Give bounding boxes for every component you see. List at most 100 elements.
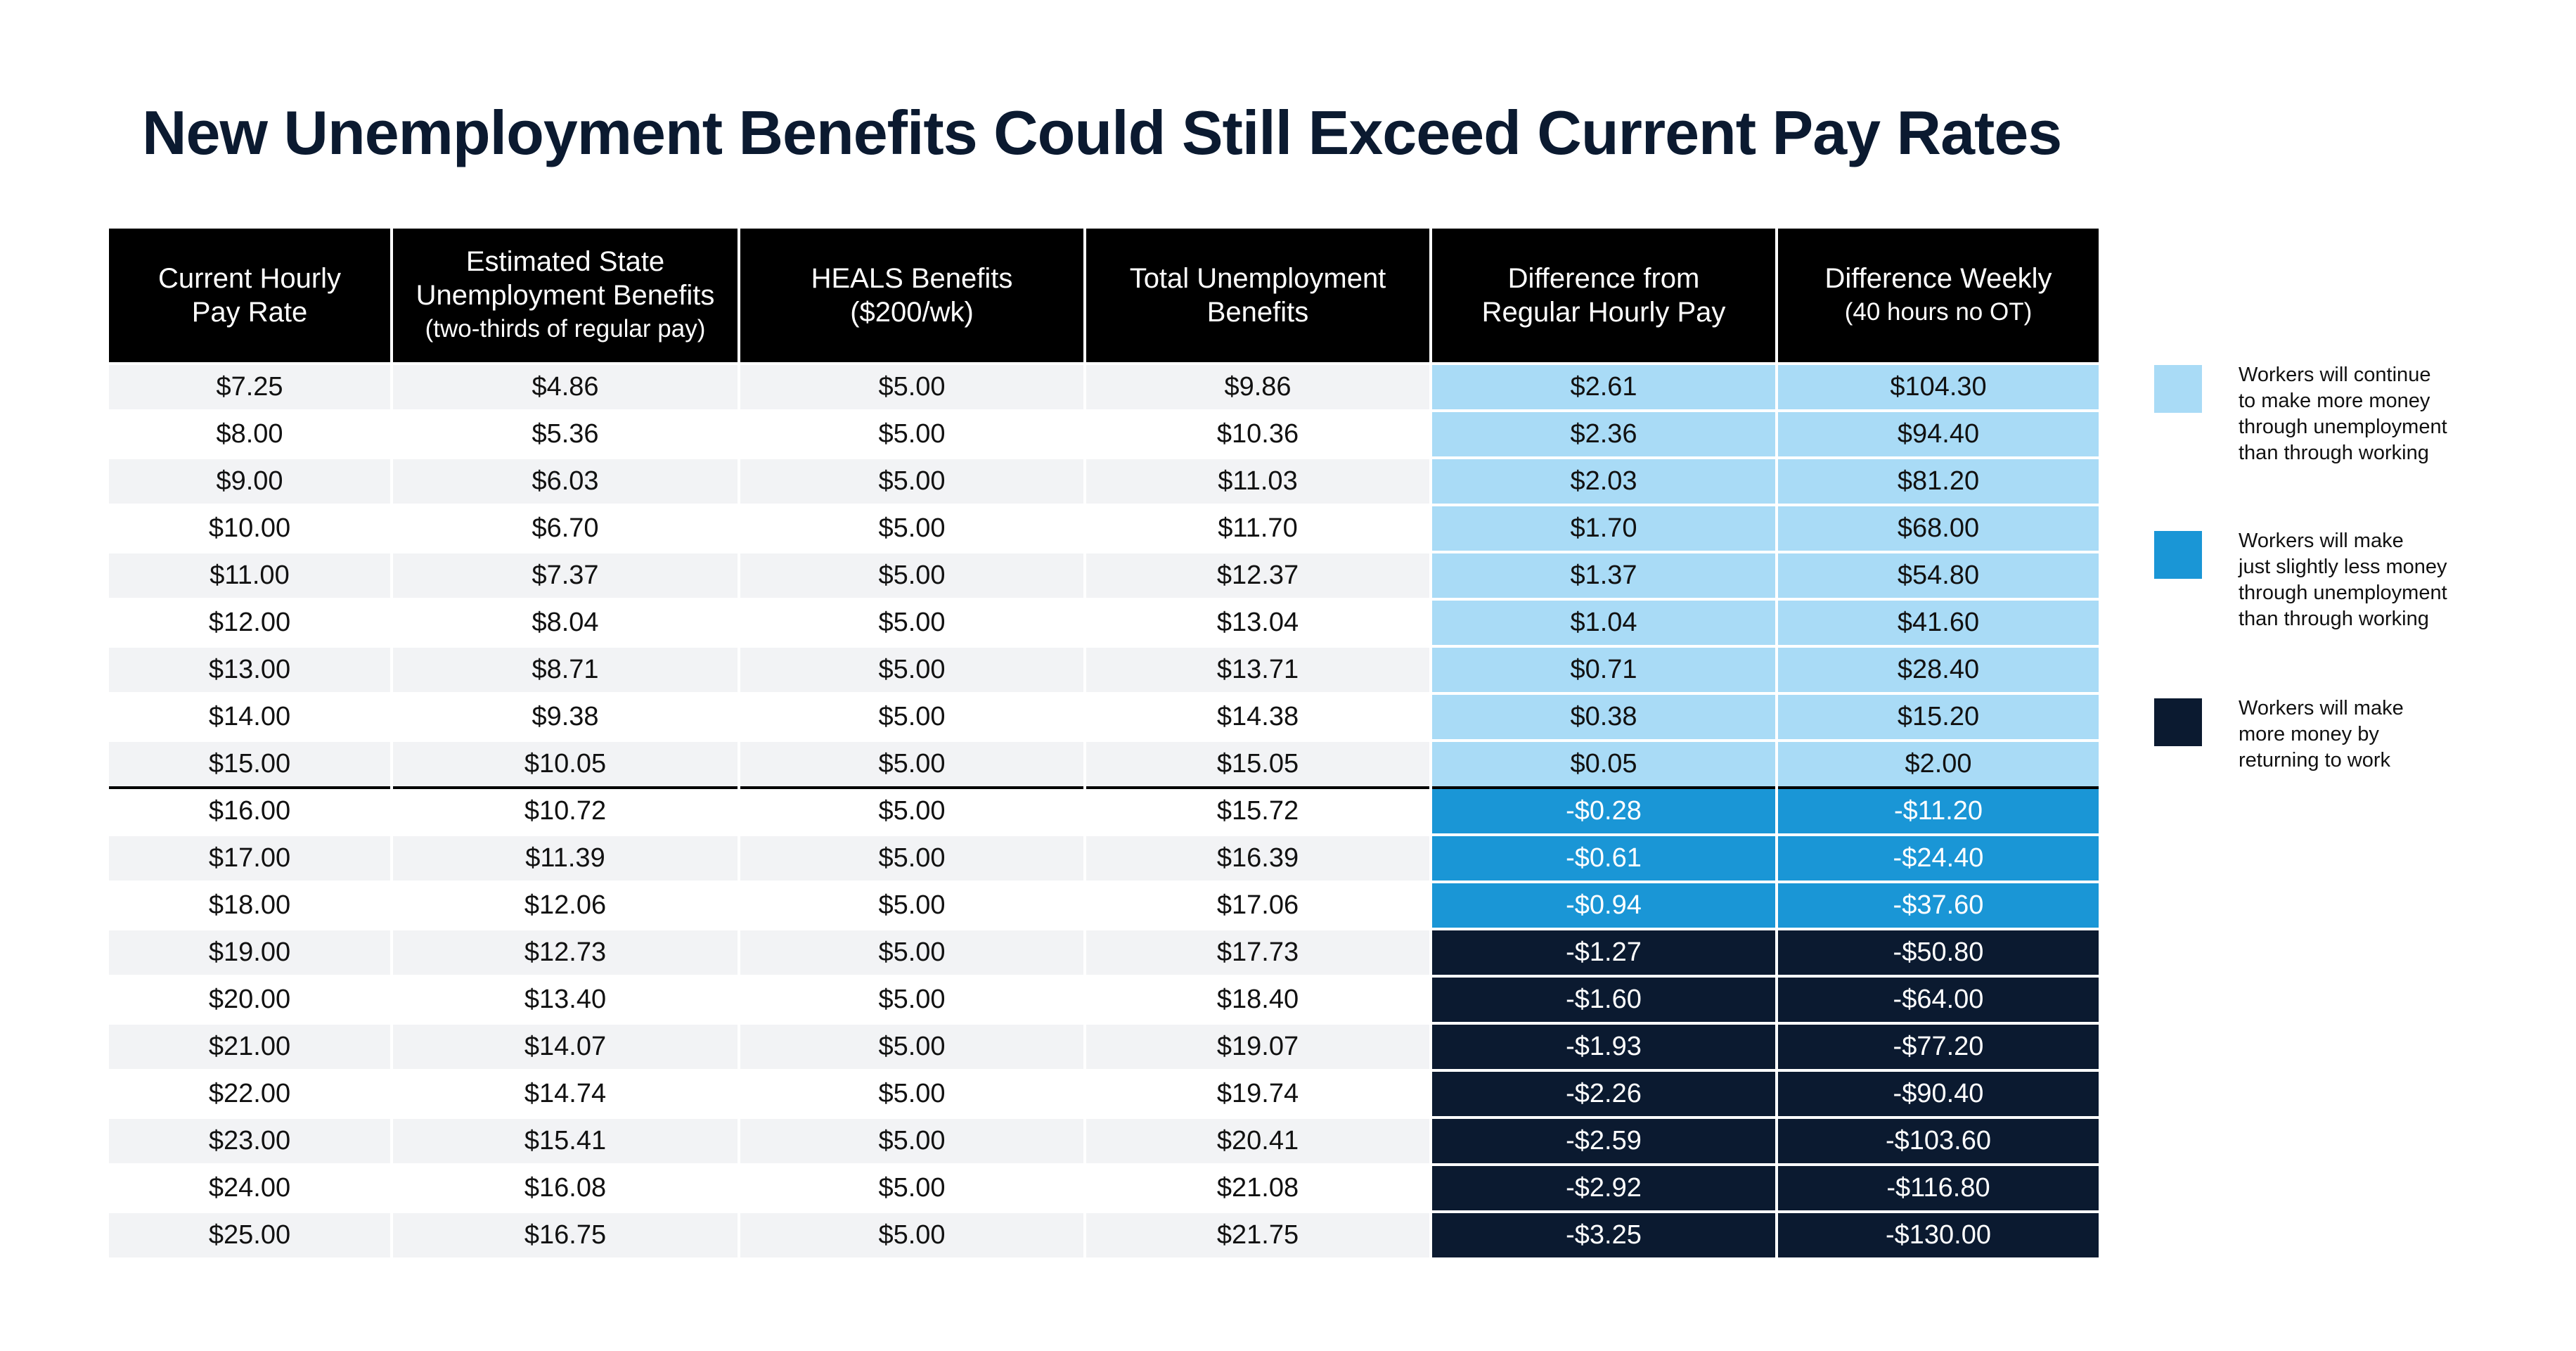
chart-title: New Unemployment Benefits Could Still Ex… xyxy=(142,98,2062,167)
state-benefit-cell: $14.74 xyxy=(390,1069,739,1118)
total-benefit-cell: $11.70 xyxy=(1083,504,1431,552)
hourly-difference-cell: $1.37 xyxy=(1429,551,1777,599)
total-benefit-cell: $21.08 xyxy=(1083,1163,1431,1212)
total-benefit-cell: $15.05 xyxy=(1083,739,1431,788)
state-benefit-cell: $7.37 xyxy=(390,551,739,599)
legend-label: Workers will continue to make more money… xyxy=(2239,364,2447,464)
hourly-difference-cell: -$3.25 xyxy=(1429,1210,1777,1257)
weekly-difference-cell: $28.40 xyxy=(1775,645,2099,693)
total-benefit-cell: $17.73 xyxy=(1083,928,1431,976)
column-header-label: HEALS Benefits ($200/wk) xyxy=(811,263,1013,328)
table-row: $24.00 $16.08 $5.00 $21.08 -$2.92 -$116.80 xyxy=(109,1163,2099,1212)
total-benefit-cell: $19.07 xyxy=(1083,1022,1431,1070)
table-row: $17.00 $11.39 $5.00 $16.39 -$0.61 -$24.40 xyxy=(109,833,2099,882)
table-row: $14.00 $9.38 $5.00 $14.38 $0.38 $15.20 xyxy=(109,692,2099,741)
state-benefit-cell: $13.40 xyxy=(390,975,739,1023)
hourly-difference-cell: -$1.93 xyxy=(1429,1022,1777,1070)
column-header-label: Estimated State Unemployment Benefits xyxy=(416,246,715,311)
hourly-difference-cell: -$1.60 xyxy=(1429,975,1777,1023)
pay-rate-cell: $17.00 xyxy=(109,833,392,882)
hourly-difference-cell: $1.04 xyxy=(1429,598,1777,646)
column-header: Estimated State Unemployment Benefits (tw… xyxy=(390,229,739,364)
hourly-difference-cell: $1.70 xyxy=(1429,504,1777,552)
legend-swatch xyxy=(2154,365,2202,413)
heals-benefit-cell: $5.00 xyxy=(738,504,1085,552)
state-benefit-cell: $10.05 xyxy=(390,739,739,788)
weekly-difference-cell: -$37.60 xyxy=(1775,881,2099,929)
column-header: Total Unemployment Benefits xyxy=(1083,229,1431,364)
hourly-difference-cell: -$0.61 xyxy=(1429,833,1777,882)
pay-rate-cell: $8.00 xyxy=(109,409,392,458)
benefits-table: Current Hourly Pay Rate Estimated State U… xyxy=(109,229,2099,1257)
hourly-difference-cell: $2.03 xyxy=(1429,456,1777,505)
pay-rate-cell: $10.00 xyxy=(109,504,392,552)
total-benefit-cell: $13.71 xyxy=(1083,645,1431,693)
column-header: HEALS Benefits ($200/wk) xyxy=(738,229,1085,364)
weekly-difference-cell: -$11.20 xyxy=(1775,786,2099,835)
total-benefit-cell: $13.04 xyxy=(1083,598,1431,646)
state-benefit-cell: $15.41 xyxy=(390,1116,739,1165)
header-row: Current Hourly Pay Rate Estimated State U… xyxy=(109,229,2099,364)
state-benefit-cell: $6.70 xyxy=(390,504,739,552)
hourly-difference-cell: -$1.27 xyxy=(1429,928,1777,976)
state-benefit-cell: $6.03 xyxy=(390,456,739,505)
pay-rate-cell: $11.00 xyxy=(109,551,392,599)
legend-label: Workers will make just slightly less mon… xyxy=(2239,530,2447,630)
weekly-difference-cell: -$50.80 xyxy=(1775,928,2099,976)
state-benefit-cell: $9.38 xyxy=(390,692,739,741)
column-header: Current Hourly Pay Rate xyxy=(109,229,392,364)
total-benefit-cell: $10.36 xyxy=(1083,409,1431,458)
table-row: $20.00 $13.40 $5.00 $18.40 -$1.60 -$64.00 xyxy=(109,975,2099,1023)
state-benefit-cell: $12.73 xyxy=(390,928,739,976)
total-benefit-cell: $9.86 xyxy=(1083,362,1431,411)
heals-benefit-cell: $5.00 xyxy=(738,456,1085,505)
weekly-difference-cell: $41.60 xyxy=(1775,598,2099,646)
heals-benefit-cell: $5.00 xyxy=(738,551,1085,599)
weekly-difference-cell: -$103.60 xyxy=(1775,1116,2099,1165)
weekly-difference-cell: $94.40 xyxy=(1775,409,2099,458)
pay-rate-cell: $15.00 xyxy=(109,739,392,788)
pay-rate-cell: $24.00 xyxy=(109,1163,392,1212)
weekly-difference-cell: $81.20 xyxy=(1775,456,2099,505)
heals-benefit-cell: $5.00 xyxy=(738,928,1085,976)
state-benefit-cell: $8.04 xyxy=(390,598,739,646)
column-header-subtitle: (40 hours no OT) xyxy=(1844,298,2033,326)
table-row: $25.00 $16.75 $5.00 $21.75 -$3.25 -$130.00 xyxy=(109,1210,2099,1257)
pay-rate-cell: $19.00 xyxy=(109,928,392,976)
table-header: Current Hourly Pay Rate Estimated State U… xyxy=(109,229,2099,364)
legend-swatch xyxy=(2154,531,2202,579)
state-benefit-cell: $10.72 xyxy=(390,786,739,835)
state-benefit-cell: $8.71 xyxy=(390,645,739,693)
total-benefit-cell: $18.40 xyxy=(1083,975,1431,1023)
pay-rate-cell: $18.00 xyxy=(109,881,392,929)
state-benefit-cell: $12.06 xyxy=(390,881,739,929)
heals-benefit-cell: $5.00 xyxy=(738,881,1085,929)
weekly-difference-cell: -$64.00 xyxy=(1775,975,2099,1023)
column-header-subtitle: (two-thirds of regular pay) xyxy=(425,315,706,342)
state-benefit-cell: $4.86 xyxy=(390,362,739,411)
column-header-label: Total Unemployment Benefits xyxy=(1129,263,1386,328)
table-row: $19.00 $12.73 $5.00 $17.73 -$1.27 -$50.80 xyxy=(109,928,2099,976)
weekly-difference-cell: -$130.00 xyxy=(1775,1210,2099,1257)
table-row: $12.00 $8.04 $5.00 $13.04 $1.04 $41.60 xyxy=(109,598,2099,646)
heals-benefit-cell: $5.00 xyxy=(738,645,1085,693)
hourly-difference-cell: -$0.28 xyxy=(1429,786,1777,835)
heals-benefit-cell: $5.00 xyxy=(738,1163,1085,1212)
total-benefit-cell: $20.41 xyxy=(1083,1116,1431,1165)
pay-rate-cell: $22.00 xyxy=(109,1069,392,1118)
hourly-difference-cell: $0.05 xyxy=(1429,739,1777,788)
weekly-difference-cell: -$77.20 xyxy=(1775,1022,2099,1070)
state-benefit-cell: $16.75 xyxy=(390,1210,739,1257)
weekly-difference-cell: -$90.40 xyxy=(1775,1069,2099,1118)
weekly-difference-cell: -$24.40 xyxy=(1775,833,2099,882)
total-benefit-cell: $19.74 xyxy=(1083,1069,1431,1118)
state-benefit-cell: $11.39 xyxy=(390,833,739,882)
table-row: $10.00 $6.70 $5.00 $11.70 $1.70 $68.00 xyxy=(109,504,2099,552)
table-row: $15.00 $10.05 $5.00 $15.05 $0.05 $2.00 xyxy=(109,739,2099,788)
heals-benefit-cell: $5.00 xyxy=(738,975,1085,1023)
pay-rate-cell: $23.00 xyxy=(109,1116,392,1165)
table-row: $7.25 $4.86 $5.00 $9.86 $2.61 $104.30 xyxy=(109,362,2099,411)
weekly-difference-cell: $15.20 xyxy=(1775,692,2099,741)
table-row: $23.00 $15.41 $5.00 $20.41 -$2.59 -$103.60 xyxy=(109,1116,2099,1165)
pay-rate-cell: $7.25 xyxy=(109,362,392,411)
